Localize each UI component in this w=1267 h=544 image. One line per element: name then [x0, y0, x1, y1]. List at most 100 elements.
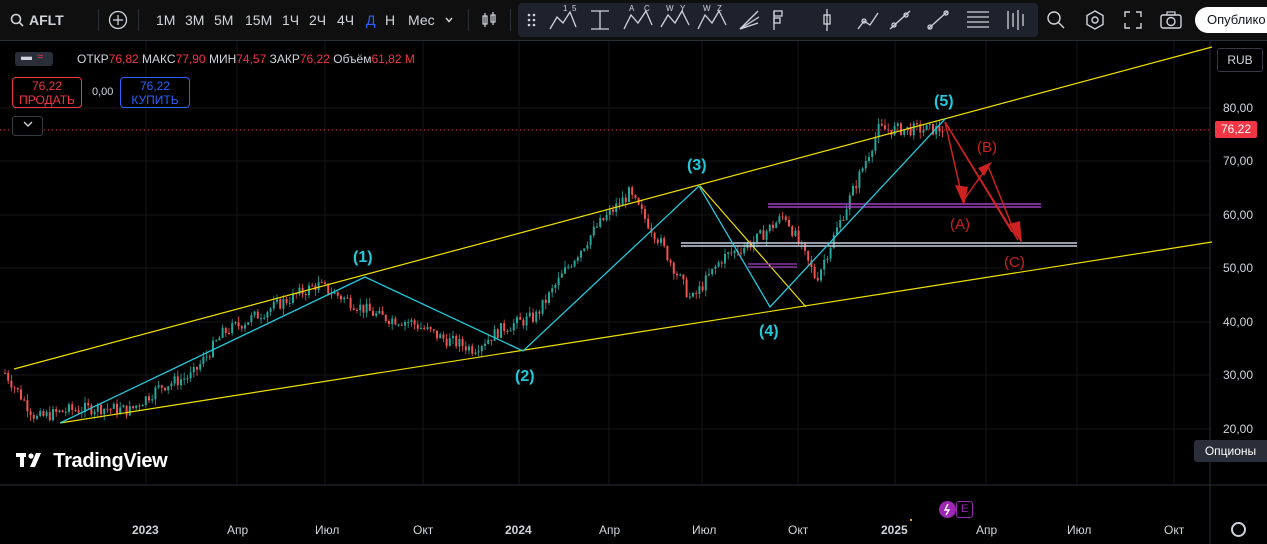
interval-5m[interactable]: 5М [214, 12, 234, 28]
forecast-abc-path[interactable] [944, 121, 1019, 241]
candle-body [125, 405, 128, 416]
elliott-wave-path[interactable] [59, 118, 946, 424]
candle-body [359, 304, 362, 311]
candle-body [231, 322, 234, 334]
candle-body [45, 412, 48, 416]
support-level[interactable] [681, 242, 1077, 247]
buy-button[interactable]: 76,22 КУПИТЬ [120, 77, 190, 108]
candle-body [244, 324, 246, 329]
candle-body [439, 334, 442, 339]
collapse-legend-button[interactable] [12, 116, 43, 136]
candle-body [516, 317, 518, 324]
settings-hexagon-icon[interactable] [1085, 0, 1105, 40]
candle-body [407, 322, 410, 324]
candle-body [589, 235, 592, 246]
candle-body [356, 309, 358, 311]
candle-body [151, 399, 154, 401]
interval-day[interactable]: Д [366, 12, 376, 28]
candle-body [794, 230, 797, 236]
publish-button[interactable]: Опублико [1195, 7, 1267, 33]
search-icon[interactable] [10, 0, 24, 40]
interval-1h[interactable]: 1Ч [282, 12, 300, 28]
interval-4h[interactable]: 4Ч [337, 12, 355, 28]
symbol-name[interactable]: AFLT [29, 12, 64, 28]
candle-body [845, 209, 848, 220]
candle-body [202, 356, 205, 364]
sell-button[interactable]: 76,22 ПРОДАТЬ [12, 77, 82, 108]
channel-upper-line[interactable] [13, 46, 1213, 370]
candle-body [768, 224, 771, 232]
candle-body [285, 298, 288, 304]
candle-body [800, 243, 803, 245]
price-tick: 60,00 [1223, 208, 1254, 222]
candle-body [496, 329, 499, 338]
candle-body [836, 227, 838, 235]
candle-body [55, 409, 58, 412]
currency-selector[interactable]: RUB [1217, 48, 1263, 72]
visibility-toggle[interactable]: ▬ ≈ [15, 51, 53, 66]
candle-body [826, 258, 829, 260]
candle-body [666, 245, 669, 261]
chart-area[interactable]: (1) (2) (3) (4) (5) (A) (B) (C) E [0, 41, 1267, 544]
fullscreen-icon[interactable] [1124, 0, 1142, 40]
top-toolbar: AFLT 1М 3М 5М 15М 1Ч 2Ч 4Ч Д Н Мес [0, 0, 1267, 41]
candle-body [816, 277, 819, 281]
candle-body [164, 387, 166, 391]
gear-icon[interactable] [1231, 522, 1246, 537]
interval-15m[interactable]: 15М [245, 12, 273, 28]
candle-body [458, 338, 461, 347]
interval-2h[interactable]: 2Ч [309, 12, 327, 28]
candle-body [807, 250, 810, 261]
candle-body [941, 131, 944, 133]
candle-body [36, 415, 38, 419]
candle-body [900, 123, 902, 135]
time-tick: Июл [692, 523, 717, 537]
sell-label: ПРОДАТЬ [19, 93, 75, 107]
price-tick: 70,00 [1223, 154, 1254, 168]
candles-type-icon[interactable] [480, 0, 498, 40]
interval-1m[interactable]: 1М [156, 12, 176, 28]
candle-body [493, 329, 496, 341]
price-tick: 30,00 [1223, 368, 1254, 382]
channel-lower-line[interactable] [59, 241, 1213, 424]
interval-week[interactable]: Н [385, 12, 396, 28]
candle-body [212, 340, 214, 358]
interval-month[interactable]: Мес [408, 12, 435, 28]
candle-body [660, 238, 662, 243]
candle-body [119, 407, 122, 414]
small-level[interactable] [748, 263, 797, 268]
time-tick: Июл [315, 523, 340, 537]
candle-body [100, 404, 102, 415]
candle-body [471, 346, 474, 354]
candle-body [464, 346, 467, 351]
candle-body [602, 217, 605, 221]
candle-body [676, 273, 678, 276]
svg-text:Z: Z [717, 4, 722, 13]
candle-body [288, 302, 291, 304]
zoom-icon[interactable] [1046, 0, 1066, 40]
candle-body [311, 285, 314, 287]
candle-body [564, 267, 566, 274]
candle-body [256, 311, 259, 319]
add-compare-icon[interactable] [108, 0, 128, 40]
candle-body [144, 396, 147, 406]
candle-body [797, 230, 800, 244]
candle-body [234, 322, 237, 324]
event-flash-icon[interactable] [939, 501, 956, 518]
candle-body [605, 214, 608, 221]
candle-body [813, 267, 816, 278]
candle-body [20, 389, 22, 400]
interval-3m[interactable]: 3М [185, 12, 205, 28]
candle-body [423, 327, 426, 330]
resistance-level[interactable] [768, 203, 1041, 208]
wave-label-b: (B) [977, 139, 997, 156]
earnings-icon[interactable]: E [956, 501, 973, 518]
candle-body [580, 250, 582, 258]
camera-icon[interactable] [1160, 0, 1182, 40]
candle-body [884, 125, 886, 130]
options-button[interactable]: Опционы [1194, 440, 1267, 462]
chevron-down-icon[interactable] [444, 0, 454, 40]
candle-body [109, 408, 112, 410]
candle-body [368, 303, 371, 311]
candle-body [519, 317, 522, 320]
